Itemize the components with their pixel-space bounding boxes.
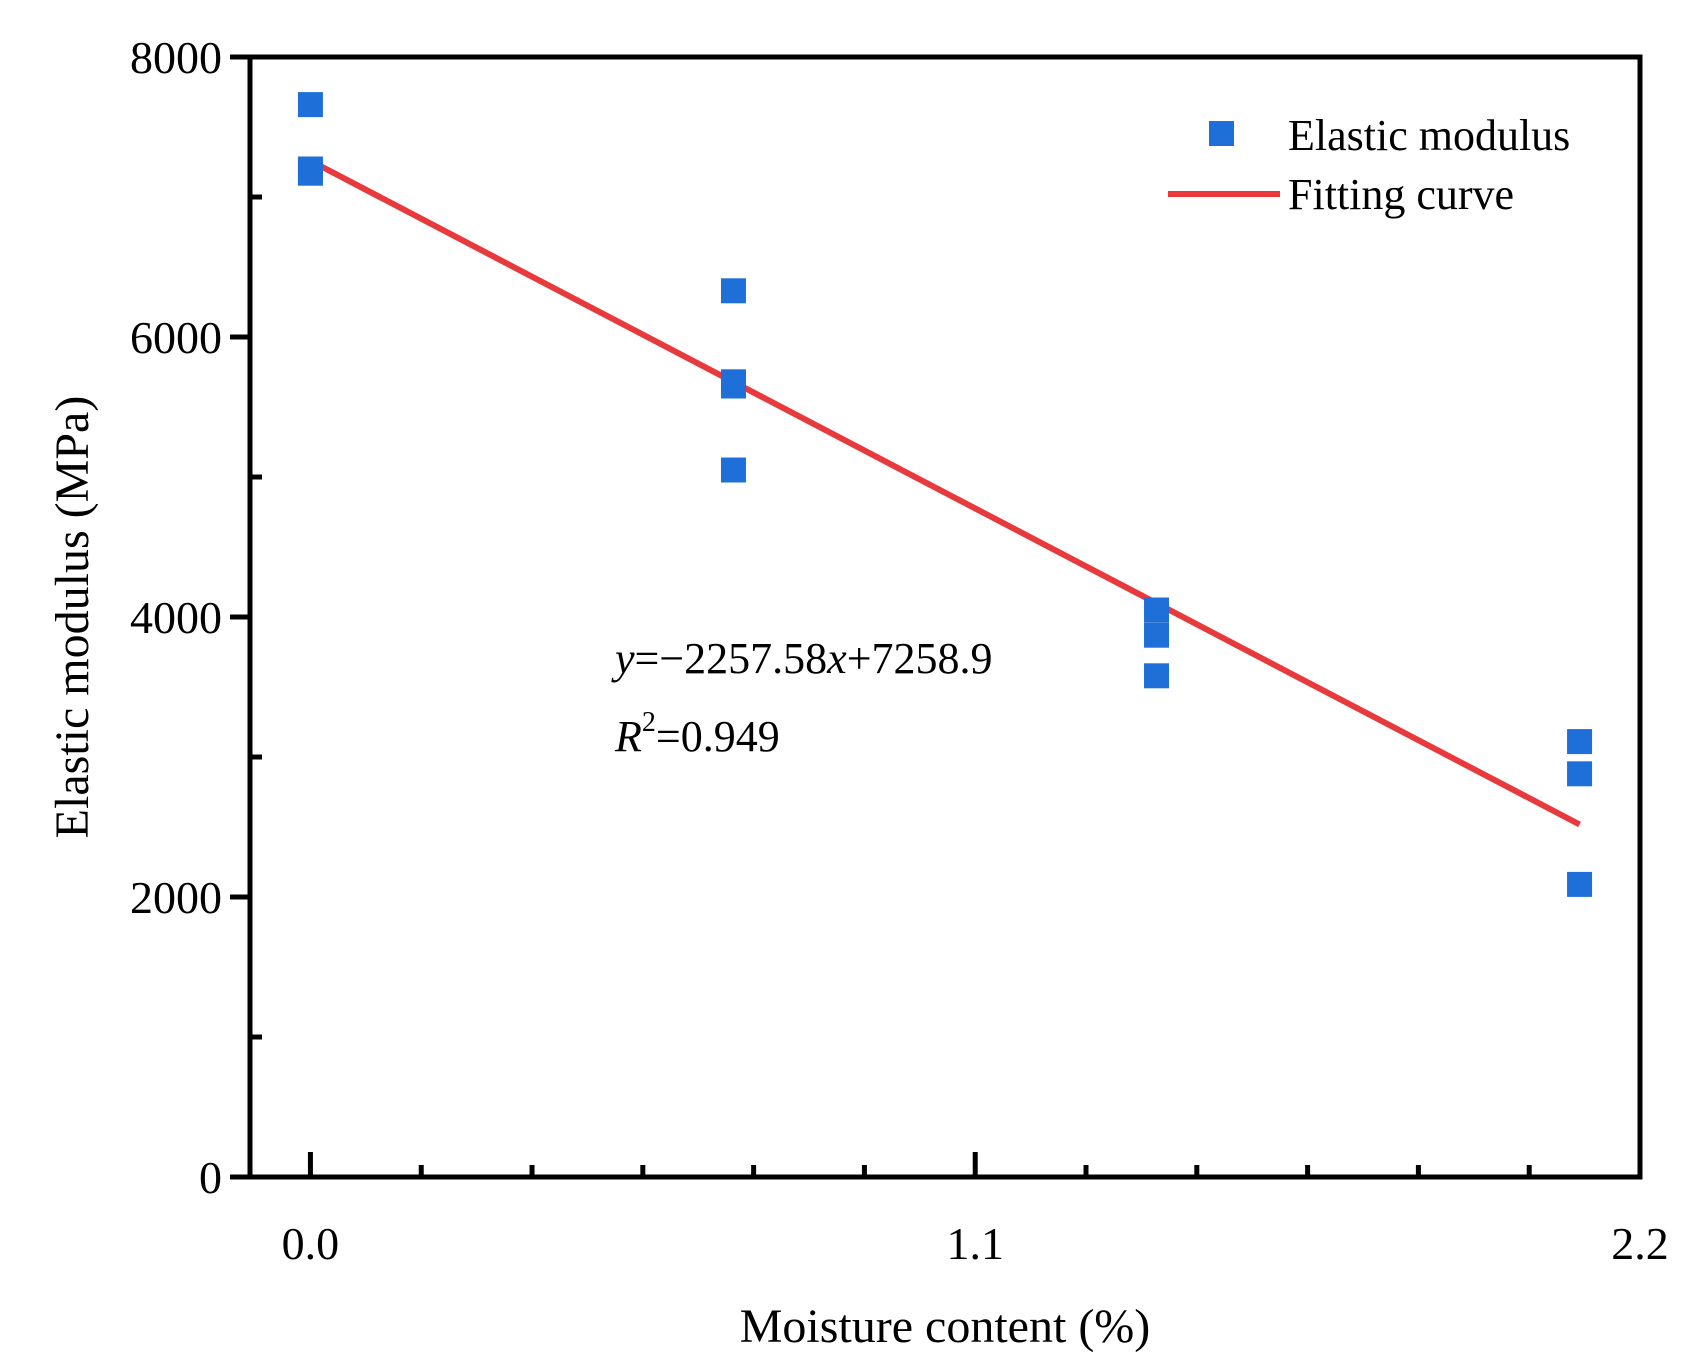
data-point-0: [297, 92, 323, 118]
y-tick-label-6000: 6000: [130, 312, 222, 363]
fitting-curve-line: [309, 158, 1581, 828]
legend-marker-elastic-modulus: [1209, 121, 1234, 146]
x-major-ticks: [307, 1152, 1643, 1177]
data-point-10: [1567, 729, 1593, 755]
legend-label-elastic-modulus: Elastic modulus: [1288, 111, 1570, 160]
data-point-2: [297, 160, 323, 186]
plot-frame: [247, 54, 1643, 1180]
equation-tail: +7258.9: [847, 634, 993, 683]
r-squared-value: =0.949: [656, 712, 780, 761]
legend-label-fitting-curve: Fitting curve: [1288, 170, 1514, 219]
y-tick-label-4000: 4000: [130, 592, 222, 643]
points-layer: [297, 92, 1593, 897]
data-point-5: [720, 373, 746, 399]
legend: Elastic modulus Fitting curve: [1168, 111, 1570, 219]
data-point-7: [1144, 597, 1170, 623]
fit-layer: [309, 158, 1581, 828]
data-point-3: [720, 278, 746, 304]
data-point-11: [1567, 761, 1593, 787]
r-squared-var: R: [614, 712, 642, 761]
data-point-6: [720, 457, 746, 483]
x-tick-label-2.2: 2.2: [1611, 1218, 1669, 1269]
y-tick-label-8000: 8000: [130, 32, 222, 83]
equation-x-var: x: [826, 634, 847, 683]
data-point-12: [1567, 871, 1593, 897]
r-squared-annotation: R2=0.949: [614, 707, 780, 761]
data-point-9: [1144, 663, 1170, 689]
x-tick-label-1.1: 1.1: [946, 1218, 1004, 1269]
y-tick-label-2000: 2000: [130, 872, 222, 923]
equation-body: =−2257.58: [635, 634, 828, 683]
data-point-8: [1144, 622, 1170, 648]
x-tick-label-0.0: 0.0: [282, 1218, 340, 1269]
r-squared-superscript: 2: [642, 707, 656, 738]
x-axis-title: Moisture content (%): [740, 1300, 1151, 1353]
y-axis-title: Elastic modulus (MPa): [46, 396, 99, 839]
y-tick-label-0: 0: [199, 1152, 222, 1203]
equation-y-var: y: [611, 634, 635, 683]
fit-equation: y=−2257.58x+7258.9: [611, 634, 993, 683]
y-major-ticks: [230, 54, 250, 1180]
